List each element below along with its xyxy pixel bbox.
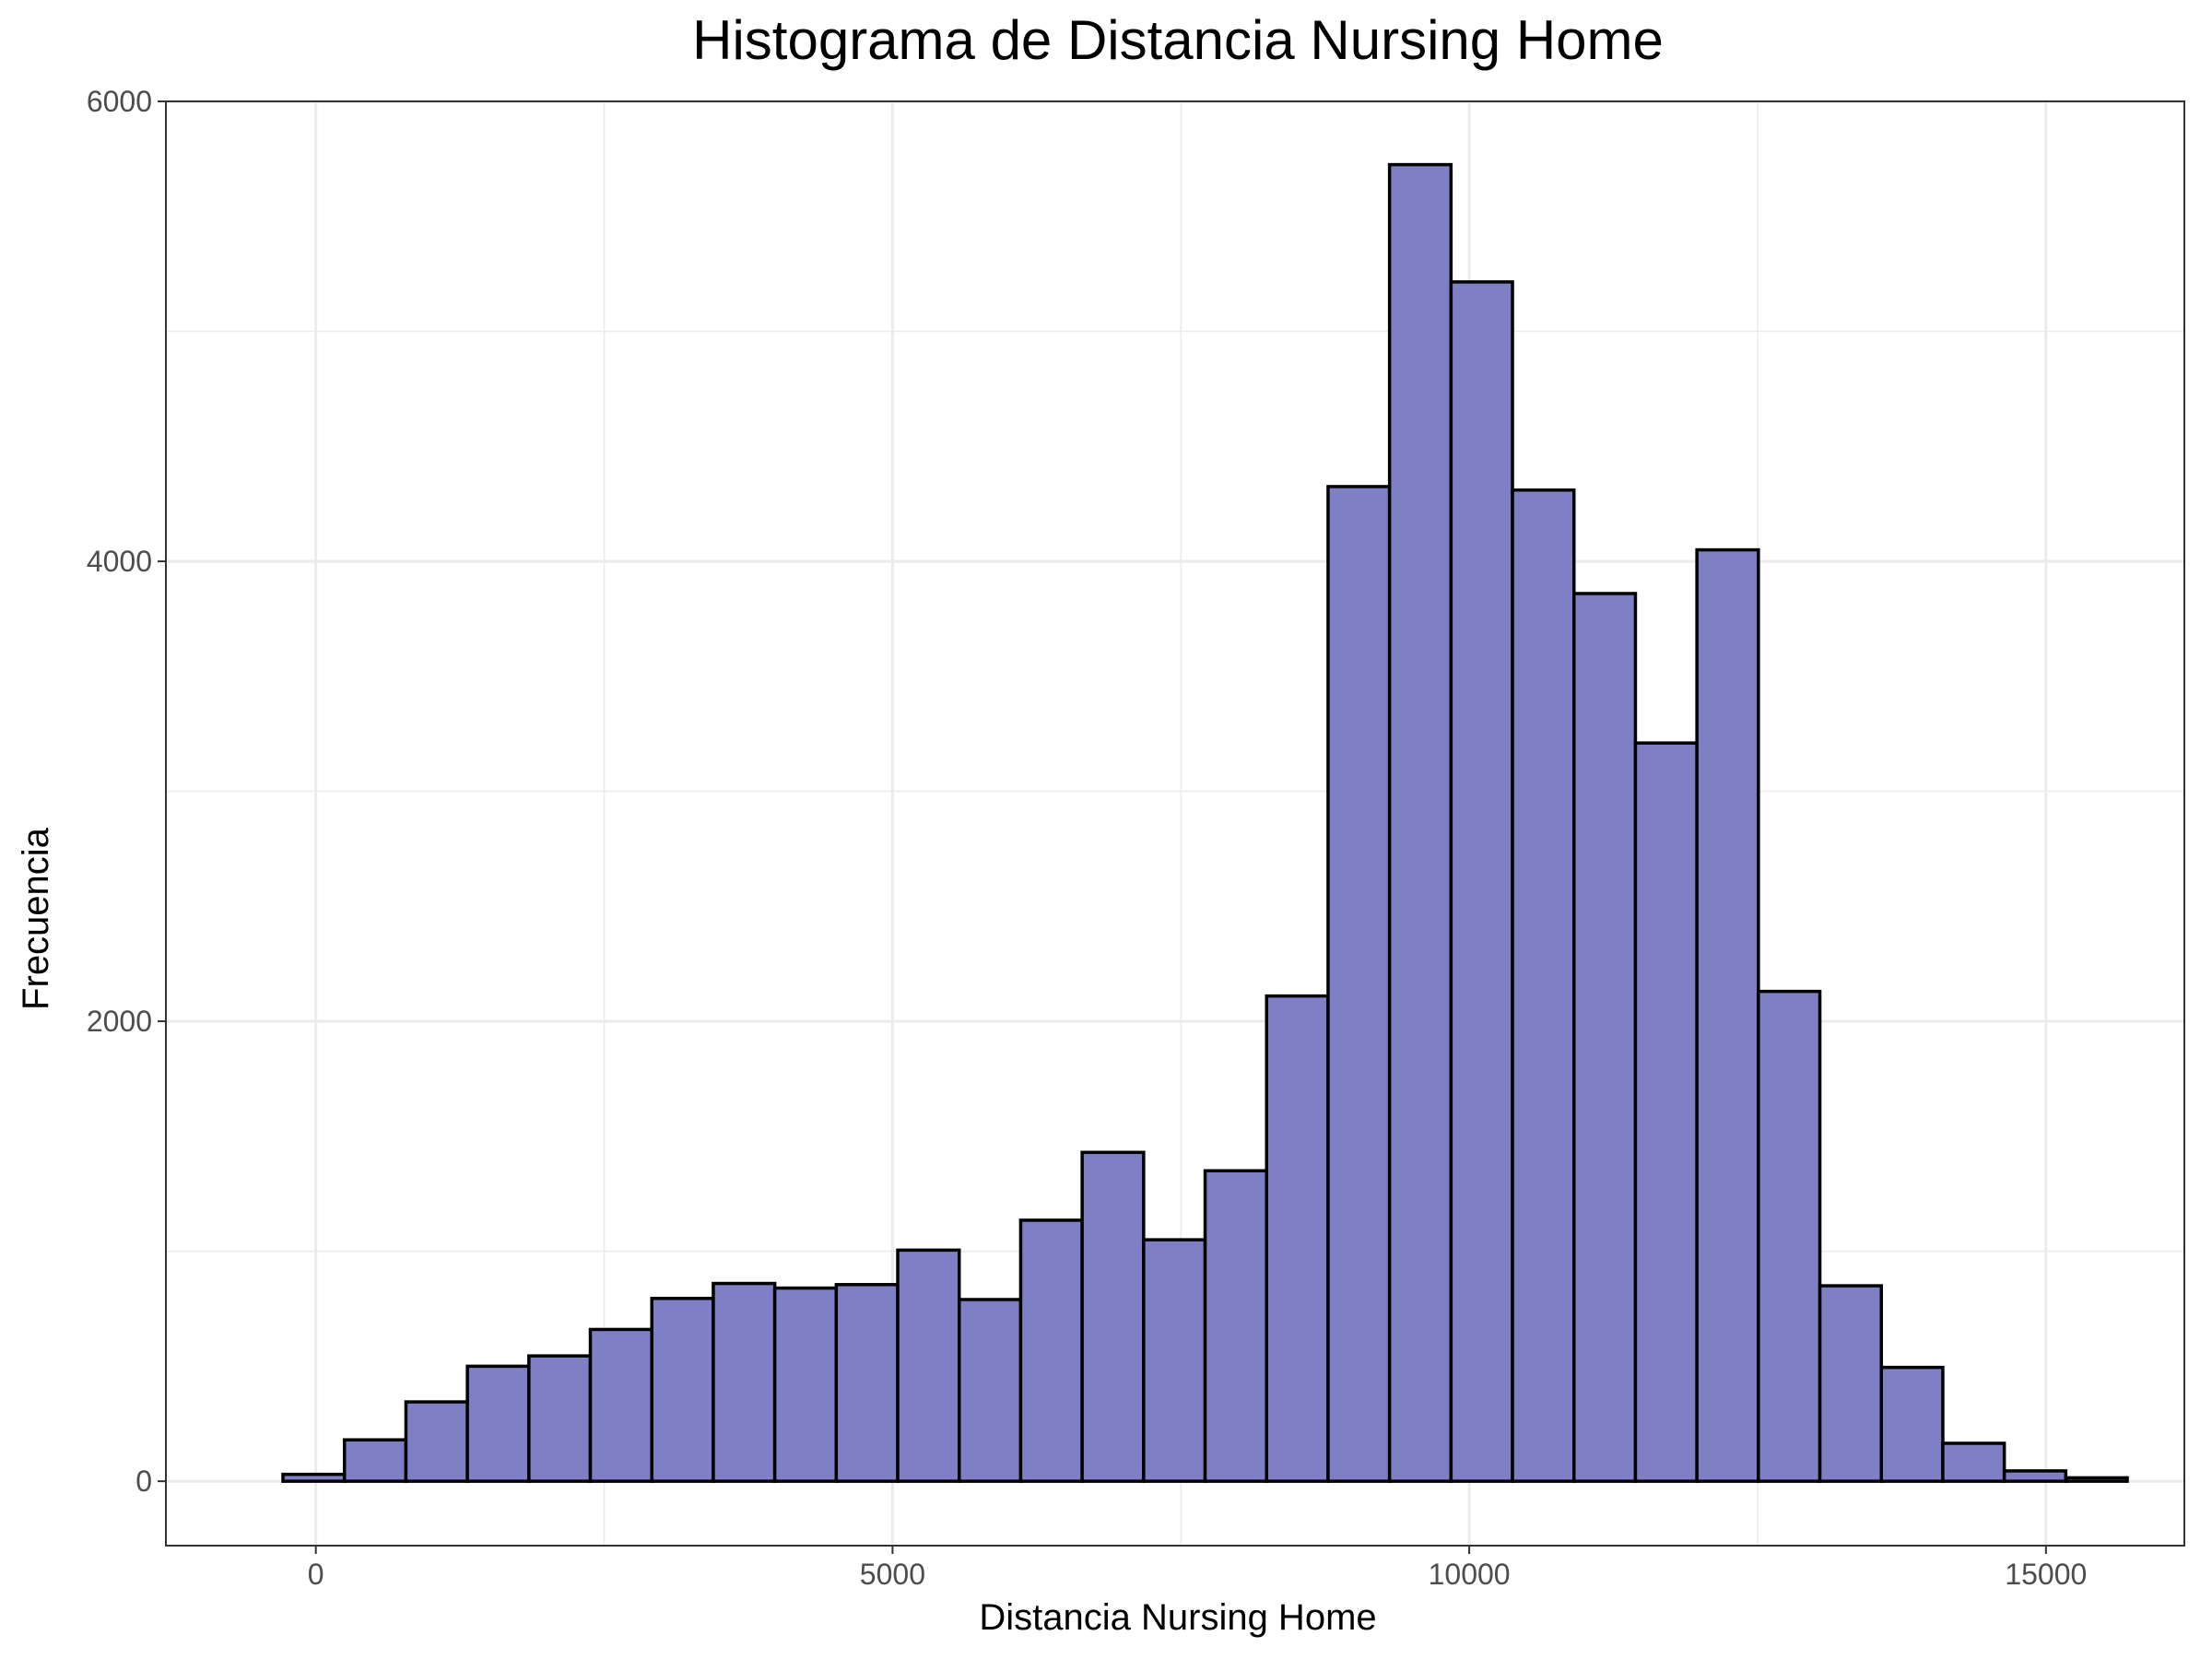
- histogram-bar-17: [1265, 994, 1330, 1483]
- y-axis-title: Frecuencia: [16, 827, 56, 1010]
- histogram-bar-13: [1018, 1218, 1084, 1483]
- histogram-bar-28: [1941, 1441, 2006, 1483]
- histogram-bar-15: [1142, 1238, 1207, 1483]
- y-tick-label: 6000: [87, 85, 152, 118]
- histogram-bar-10: [834, 1283, 900, 1483]
- histogram-bar-11: [896, 1248, 961, 1483]
- histogram-bars: [281, 162, 2129, 1483]
- x-axis-title: Distancia Nursing Home: [979, 1597, 1376, 1638]
- histogram-bar-9: [772, 1286, 839, 1483]
- plot-panel-border: [165, 100, 2185, 1547]
- histogram-bar-2: [342, 1438, 408, 1483]
- x-tick-label: 10000: [1429, 1558, 1511, 1591]
- y-tick-label: 0: [135, 1465, 152, 1498]
- x-tick-label: 5000: [860, 1558, 925, 1591]
- histogram-bar-24: [1695, 547, 1760, 1483]
- histogram-bar-20: [1449, 280, 1514, 1483]
- axis-tick-labels: 0 5000 10000 15000 0 2000 4000 6000: [87, 85, 2088, 1591]
- histogram-bar-6: [588, 1327, 653, 1483]
- histogram-bar-16: [1203, 1169, 1268, 1483]
- histogram-bar-29: [2002, 1469, 2068, 1483]
- histogram-bar-26: [1818, 1284, 1883, 1483]
- histogram-bar-23: [1633, 741, 1699, 1483]
- histogram-bar-8: [712, 1281, 777, 1483]
- histogram-bar-18: [1326, 485, 1392, 1483]
- histogram-bar-27: [1879, 1365, 1945, 1483]
- histogram-bar-4: [465, 1364, 531, 1483]
- histogram-bar-14: [1080, 1150, 1146, 1483]
- axis-ticks: [158, 100, 2047, 1554]
- y-tick-label: 4000: [87, 545, 152, 578]
- histogram-bar-12: [957, 1298, 1023, 1483]
- histogram-bar-25: [1757, 989, 1822, 1483]
- chart-title: Histograma de Distancia Nursing Home: [692, 9, 1664, 71]
- x-tick-label: 15000: [2005, 1558, 2087, 1591]
- x-tick-label: 0: [308, 1558, 324, 1591]
- histogram-bar-1: [281, 1472, 347, 1483]
- histogram-bar-22: [1571, 592, 1638, 1483]
- histogram-bar-19: [1387, 162, 1453, 1483]
- histogram-bar-21: [1511, 488, 1576, 1483]
- histogram-bar-5: [527, 1354, 593, 1483]
- histogram-bar-3: [404, 1400, 469, 1483]
- y-tick-label: 2000: [87, 1005, 152, 1038]
- histogram-bar-7: [650, 1297, 715, 1483]
- histogram-bar-30: [2064, 1476, 2129, 1483]
